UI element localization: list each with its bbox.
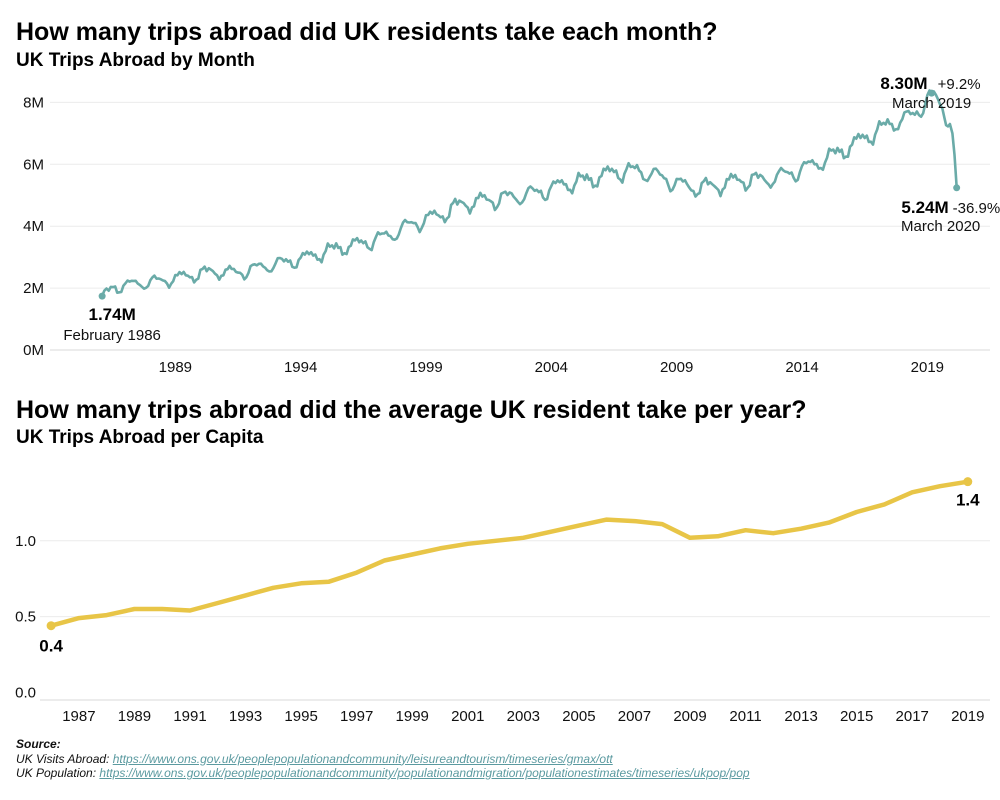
x-tick-label: 2003 [507,708,540,725]
source-visits-label: UK Visits Abroad: [16,751,113,766]
x-tick-label: 2004 [535,359,568,376]
x-tick-label: 2001 [451,708,484,725]
x-tick-label: 2015 [840,708,873,725]
start-value-label: 0.4 [39,637,63,656]
peak-point-marker [928,89,936,97]
x-tick-label: 1994 [284,359,317,376]
y-tick-label: 4M [23,218,44,235]
y-tick-label: 0.5 [15,609,36,626]
x-tick-label: 2013 [784,708,817,725]
x-tick-label: 2019 [911,359,944,376]
monthly-chart-title: How many trips abroad did UK residents t… [16,18,718,46]
y-tick-label: 8M [23,94,44,111]
x-tick-label: 1989 [159,359,192,376]
end-change-label: -36.9% [953,200,1000,217]
x-tick-label: 2009 [660,359,693,376]
x-tick-label: 2017 [896,708,929,725]
y-tick-label: 1.0 [15,533,36,550]
end-date-label: March 2020 [901,218,980,235]
end-point-marker [953,184,961,192]
per-capita-chart-title: How many trips abroad did the average UK… [16,396,807,424]
peak-change-label: +9.2% [938,76,981,93]
per-capita-trips-line-chart: 0.0 0.5 1.0 1987 1989 1991 1993 1995 1997 1999 200… [15,477,990,725]
x-tick-label: 1999 [396,708,429,725]
y-tick-label: 0M [23,342,44,359]
peak-date-label: March 2019 [892,95,971,112]
x-tick-label: 2009 [673,708,706,725]
x-tick-label: 1991 [173,708,206,725]
start-point-marker [46,621,56,631]
source-line-population: UK Population: https://www.ons.gov.uk/pe… [16,766,750,781]
source-population-label: UK Population: [16,766,100,780]
start-point-marker [98,292,106,300]
start-value-label: 1.74M [89,305,136,324]
x-tick-label: 1999 [409,359,442,376]
x-tick-label: 2014 [785,359,818,376]
end-value-label: 1.4 [956,491,980,510]
monthly-trips-line [100,89,958,297]
source-heading: Source: [16,737,61,751]
end-value-label: 5.24M [901,198,948,217]
x-tick-label: 1989 [118,708,151,725]
monthly-chart-subtitle: UK Trips Abroad by Month [16,50,255,71]
source-population-link[interactable]: https://www.ons.gov.uk/peoplepopulationa… [99,766,750,780]
peak-value-label: 8.30M [880,74,927,93]
x-tick-label: 2005 [562,708,595,725]
x-tick-label: 1987 [62,708,95,725]
x-tick-label: 2011 [729,708,761,725]
y-tick-label: 2M [23,280,44,297]
per-capita-chart-subtitle: UK Trips Abroad per Capita [16,427,264,448]
start-date-label: February 1986 [63,327,161,344]
source-visits-link[interactable]: https://www.ons.gov.uk/peoplepopulationa… [112,751,613,766]
end-point-marker [963,477,973,487]
x-tick-label: 2007 [618,708,651,725]
y-tick-label: 6M [23,156,44,173]
y-tick-label: 0.0 [15,684,36,701]
x-tick-label: 1993 [229,708,262,725]
source-notes: Source: UK Visits Abroad: https://www.on… [16,737,750,781]
x-tick-label: 1995 [284,708,317,725]
source-line-visits: UK Visits Abroad: https://www.ons.gov.uk… [16,752,750,767]
x-tick-label: 1997 [340,708,373,725]
x-tick-label: 2019 [951,708,984,725]
monthly-trips-line-chart: 0M 2M 4M 6M 8M 1989 1994 1999 2004 2009 2014 2019 1.… [23,74,1000,376]
per-capita-line [48,479,971,628]
